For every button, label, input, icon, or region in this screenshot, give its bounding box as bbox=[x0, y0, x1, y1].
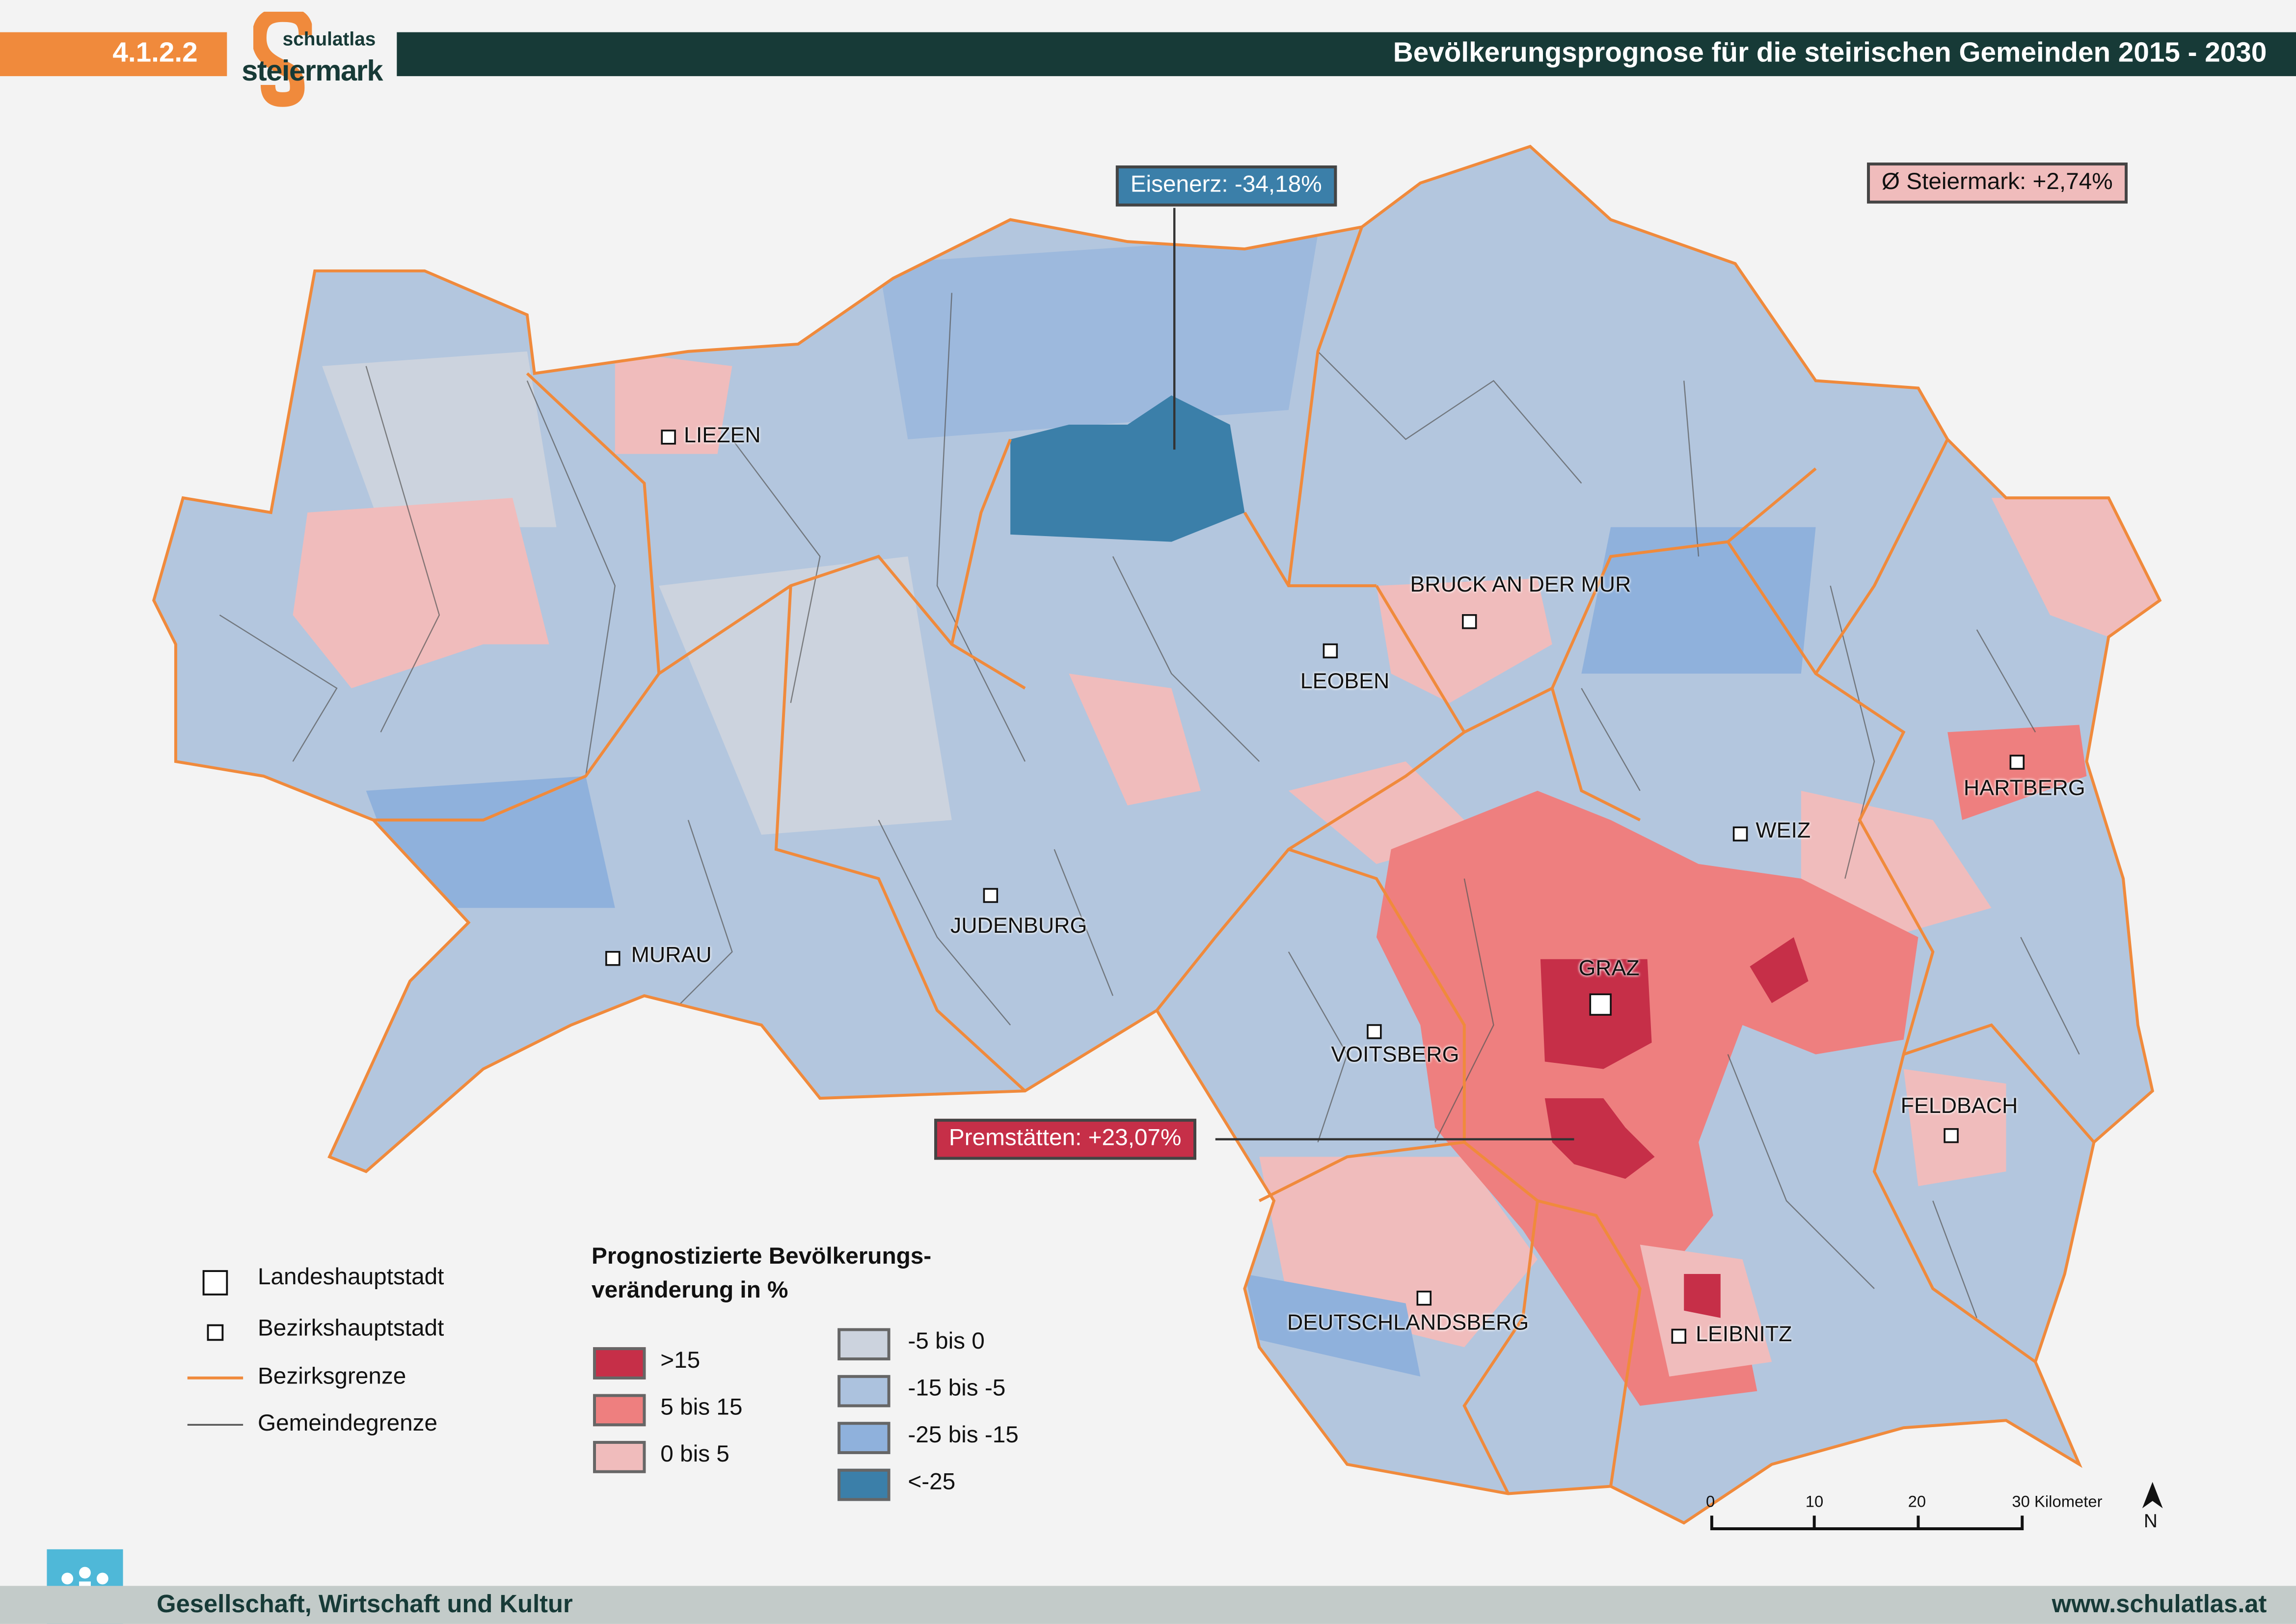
legend-district-border-label: Bezirksgrenze bbox=[257, 1364, 406, 1390]
legend-swatch bbox=[593, 1394, 646, 1427]
premstaetten-fill bbox=[1544, 1098, 1655, 1179]
region-fill bbox=[1244, 1274, 1421, 1377]
municipality-borders bbox=[219, 293, 2080, 1318]
legend-title-line1: Prognostizierte Bevölkerungs- bbox=[592, 1245, 932, 1270]
city-label-hartberg: HARTBERG bbox=[1963, 776, 2085, 801]
region-fill bbox=[1581, 527, 1816, 674]
north-label: N bbox=[2143, 1510, 2158, 1532]
legend-capital-label: Landeshauptstadt bbox=[257, 1265, 444, 1290]
section-number: 4.1.2.2 bbox=[0, 32, 227, 77]
scale-bar bbox=[1710, 1516, 2024, 1531]
legend-swatch bbox=[837, 1468, 891, 1501]
scale-tick-20: 20 bbox=[1908, 1493, 1926, 1512]
city-label-murau: MURAU bbox=[631, 943, 712, 968]
region-fill bbox=[1069, 674, 1201, 806]
legend-class-label: >15 bbox=[660, 1349, 701, 1374]
footer-bar: Gesellschaft, Wirtschaft und Kultur www.… bbox=[0, 1586, 2296, 1624]
region-fill bbox=[615, 351, 732, 454]
legend-class-label: <-25 bbox=[908, 1470, 956, 1495]
scale-tick-10: 10 bbox=[1805, 1493, 1824, 1512]
north-arrow-icon bbox=[2142, 1482, 2163, 1509]
footer-website-link[interactable]: www.schulatlas.at bbox=[2052, 1590, 2267, 1618]
region-fill bbox=[878, 234, 1318, 439]
region-fill bbox=[1750, 937, 1809, 1003]
city-markers bbox=[605, 430, 2025, 1344]
legend-swatch bbox=[837, 1328, 891, 1361]
legend-district-capital-label: Bezirkshauptstadt bbox=[257, 1316, 444, 1342]
region-fill bbox=[1684, 1274, 1721, 1318]
eisenerz-fill bbox=[1010, 395, 1245, 542]
legend-swatch bbox=[837, 1422, 891, 1454]
city-label-deutschlandsberg: DEUTSCHLANDSBERG bbox=[1287, 1310, 1529, 1336]
region-fill bbox=[366, 776, 615, 908]
district-capital-symbol bbox=[207, 1324, 224, 1341]
city-label-feldbach: FELDBACH bbox=[1900, 1094, 2018, 1119]
city-label-leoben: LEOBEN bbox=[1300, 669, 1390, 694]
legend-class-label: 0 bis 5 bbox=[660, 1442, 729, 1467]
legend-swatch bbox=[593, 1441, 646, 1473]
premstaetten-callout: Premstätten: +23,07% bbox=[934, 1118, 1196, 1160]
logo-text-bottom: steiermark bbox=[242, 55, 383, 88]
region-fill bbox=[1376, 578, 1552, 703]
city-label-graz: GRAZ bbox=[1578, 956, 1640, 981]
scale-tick-0: 0 bbox=[1705, 1493, 1715, 1512]
region-fill bbox=[293, 498, 549, 688]
district-borders bbox=[154, 146, 2160, 1523]
logo-s-graphic bbox=[253, 11, 312, 107]
region-fill bbox=[1947, 725, 2087, 820]
scale-tick-30: 30 Kilometer bbox=[2012, 1493, 2103, 1512]
eisenerz-callout: Eisenerz: -34,18% bbox=[1115, 165, 1337, 207]
region-fill bbox=[1801, 790, 1992, 937]
schulatlas-logo: schulatlas steiermark bbox=[242, 11, 388, 111]
legend-title-line2: veränderung in % bbox=[592, 1278, 788, 1303]
legend-class-label: -15 bis -5 bbox=[908, 1376, 1006, 1402]
city-label-liezen: LIEZEN bbox=[683, 423, 761, 448]
legend-swatch bbox=[837, 1375, 891, 1407]
city-label-voitsberg: VOITSBERG bbox=[1331, 1042, 1459, 1068]
average-callout: Ø Steiermark: +2,74% bbox=[1867, 162, 2128, 204]
footer-topic: Gesellschaft, Wirtschaft und Kultur bbox=[157, 1590, 573, 1618]
page-title: Bevölkerungsprognose für die steirischen… bbox=[397, 32, 2296, 77]
legend-class-label: -5 bis 0 bbox=[908, 1329, 985, 1355]
logo-text-top: schulatlas bbox=[282, 27, 376, 50]
capital-symbol bbox=[202, 1270, 228, 1296]
region-fill bbox=[1903, 1069, 2006, 1187]
city-label-bruck: BRUCK AN DER MUR bbox=[1410, 572, 1631, 597]
legend-class-label: 5 bis 15 bbox=[660, 1395, 743, 1421]
city-label-leibnitz: LEIBNITZ bbox=[1696, 1322, 1792, 1348]
city-label-weiz: WEIZ bbox=[1756, 818, 1811, 844]
city-label-judenburg: JUDENBURG bbox=[950, 914, 1087, 939]
legend-municipality-border-label: Gemeindegrenze bbox=[257, 1411, 438, 1437]
region-fill bbox=[1991, 498, 2160, 637]
legend-class-label: -25 bis -15 bbox=[908, 1423, 1019, 1448]
legend-swatch bbox=[593, 1347, 646, 1380]
region-fill bbox=[322, 351, 557, 527]
